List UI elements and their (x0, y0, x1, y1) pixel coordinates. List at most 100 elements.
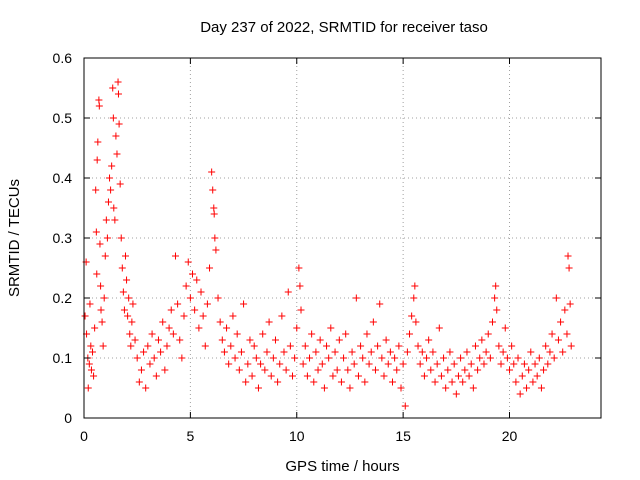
data-point (163, 342, 171, 350)
y-tick-label: 0.4 (53, 170, 73, 186)
data-point (388, 378, 396, 386)
data-point (229, 312, 237, 320)
data-point (199, 312, 207, 320)
data-point (144, 342, 152, 350)
data-point (548, 330, 556, 338)
data-point (159, 318, 167, 326)
data-point (193, 276, 201, 284)
data-point (537, 384, 545, 392)
data-point (566, 300, 574, 308)
data-point (308, 330, 316, 338)
data-point (107, 186, 115, 194)
data-point (114, 78, 122, 86)
data-point (431, 378, 439, 386)
data-point (337, 378, 345, 386)
data-point (474, 366, 482, 374)
data-point (246, 336, 254, 344)
data-point (276, 360, 284, 368)
data-point (98, 318, 106, 326)
data-point (433, 360, 441, 368)
data-point (121, 252, 129, 260)
data-point (486, 354, 494, 362)
data-point (437, 372, 445, 380)
data-point (333, 366, 341, 374)
data-point (450, 360, 458, 368)
data-point (465, 372, 473, 380)
data-point (312, 348, 320, 356)
data-point (197, 288, 205, 296)
data-point (342, 330, 350, 338)
data-point (354, 372, 362, 380)
data-point (286, 342, 294, 350)
data-point (482, 348, 490, 356)
data-point (84, 384, 92, 392)
data-point (444, 366, 452, 374)
data-point (461, 366, 469, 374)
data-point (101, 252, 109, 260)
data-point (106, 174, 114, 182)
data-point (384, 360, 392, 368)
data-point (412, 318, 420, 326)
data-point (296, 282, 304, 290)
data-point (510, 360, 518, 368)
data-point (501, 324, 509, 332)
data-point (203, 300, 211, 308)
data-point (293, 324, 301, 332)
data-point (533, 372, 541, 380)
data-point (189, 270, 197, 278)
data-point (335, 336, 343, 344)
data-point (269, 354, 277, 362)
data-point (110, 204, 118, 212)
data-point (427, 366, 435, 374)
data-point (544, 360, 552, 368)
data-point (108, 162, 116, 170)
data-point (327, 324, 335, 332)
data-point (191, 306, 199, 314)
data-point (410, 294, 418, 302)
y-tick-label: 0.3 (53, 230, 73, 246)
data-point (227, 342, 235, 350)
data-point (454, 372, 462, 380)
data-point (93, 156, 101, 164)
data-point (97, 306, 105, 314)
data-point (252, 354, 260, 362)
data-point (557, 318, 565, 326)
data-point (244, 360, 252, 368)
data-point (499, 348, 507, 356)
data-point (171, 252, 179, 260)
data-point (231, 354, 239, 362)
data-point (195, 324, 203, 332)
data-point (278, 312, 286, 320)
data-point (350, 360, 358, 368)
data-point (201, 342, 209, 350)
data-point (220, 348, 228, 356)
data-point (102, 216, 110, 224)
data-point (514, 354, 522, 362)
data-point (117, 234, 125, 242)
data-point (397, 384, 405, 392)
data-point (418, 348, 426, 356)
data-point (124, 312, 132, 320)
chart-title: Day 237 of 2022, SRMTID for receiver tas… (200, 19, 488, 36)
data-point (492, 282, 500, 290)
data-point (376, 300, 384, 308)
y-tick-label: 0.2 (53, 290, 73, 306)
data-point (540, 366, 548, 374)
data-point (459, 378, 467, 386)
data-point (512, 378, 520, 386)
data-point (263, 348, 271, 356)
data-point (331, 348, 339, 356)
data-point (206, 264, 214, 272)
data-point (274, 378, 282, 386)
data-point (414, 342, 422, 350)
data-point (391, 354, 399, 362)
data-point (346, 384, 354, 392)
data-point (176, 336, 184, 344)
data-point (480, 360, 488, 368)
data-point (240, 300, 248, 308)
x-tick-label: 0 (80, 428, 88, 444)
data-point (529, 378, 537, 386)
data-point (146, 360, 154, 368)
data-point (140, 348, 148, 356)
data-point (186, 294, 194, 302)
